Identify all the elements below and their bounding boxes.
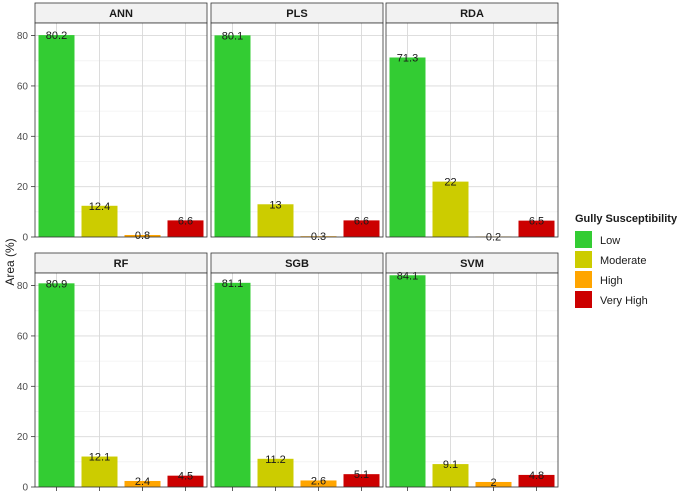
panel-ann: ANN 80.2 12.4 0.8 6.6 0 20 40 60 80: [17, 2, 208, 244]
panel-sgb: SGB 81.1 11.2 2.6 5.1: [210, 252, 384, 491]
panel-svm: SVM 84.1 9.1 2 4.8: [385, 252, 559, 491]
panel-title: SGB: [285, 258, 309, 270]
data-label: 2: [490, 477, 496, 489]
panel-border: [34, 272, 208, 488]
legend-swatch-low: [575, 231, 592, 248]
bar-svm-low: [389, 275, 426, 487]
data-label: 12.4: [89, 201, 110, 213]
panel-border: [385, 22, 559, 238]
data-label: 13: [269, 199, 281, 211]
y-tick-label: 40: [17, 382, 29, 393]
bar-rf-very-high: [167, 475, 204, 487]
y-tick-label: 80: [17, 281, 29, 292]
panel-title: PLS: [286, 8, 307, 20]
y-tick-label: 60: [17, 331, 29, 342]
legend-label: Low: [600, 235, 620, 247]
y-tick-label: 60: [17, 81, 29, 92]
y-tick-label: 20: [17, 182, 29, 193]
data-label: 2.4: [135, 476, 150, 488]
legend-label: Very High: [600, 295, 648, 307]
data-label: 5.1: [354, 469, 369, 481]
data-label: 4.8: [529, 470, 544, 482]
legend-label: High: [600, 275, 623, 287]
panel-title: RF: [114, 258, 129, 270]
panel-border: [210, 22, 384, 238]
chart-panels: ANN80.212.40.86.6020406080PLS80.1130.36.…: [17, 2, 559, 494]
y-tick-label: 80: [17, 31, 29, 42]
data-label: 6.6: [354, 215, 369, 227]
legend-title: Gully Susceptibility: [575, 213, 678, 225]
data-label: 0.2: [486, 231, 501, 243]
bar-rda-moderate: [432, 181, 469, 237]
bar-sgb-high: [300, 480, 337, 487]
bar-pls-moderate: [257, 204, 294, 237]
bar-rf-low: [38, 283, 75, 487]
bar-ann-moderate: [81, 205, 118, 237]
data-label: 12.1: [89, 452, 110, 464]
legend: Gully Susceptibility Low Moderate High Very …: [575, 213, 678, 308]
bar-sgb-low: [214, 282, 251, 487]
bar-pls-low: [214, 35, 251, 237]
bar-svm-very-high: [518, 474, 555, 487]
panel-rf: RF 80.9 12.1 2.4 4.5 0 20 40 60 80: [17, 252, 208, 494]
data-label: 4.5: [178, 471, 193, 483]
legend-swatch-very-high: [575, 291, 592, 308]
data-label: 80.9: [46, 278, 67, 290]
bar-svm-high: [475, 481, 512, 487]
panel-border: [34, 22, 208, 238]
panel-border: [210, 272, 384, 488]
data-label: 80.1: [222, 30, 243, 42]
data-label: 84.1: [397, 270, 418, 282]
panel-rda: RDA 71.3 22 0.2 6.5: [385, 2, 559, 243]
data-label: 11.2: [265, 454, 286, 466]
bar-ann-very-high: [167, 220, 204, 237]
data-label: 81.1: [222, 278, 243, 290]
bar-rf-high: [124, 480, 161, 487]
bar-sgb-very-high: [343, 474, 380, 487]
y-tick-label: 20: [17, 432, 29, 443]
data-label: 0.8: [135, 230, 150, 242]
panel-title: RDA: [460, 8, 484, 20]
bar-sgb-moderate: [257, 458, 294, 487]
legend-label: Moderate: [600, 255, 646, 267]
y-axis-title: Area (%): [3, 238, 17, 285]
bar-ann-high: [124, 234, 161, 237]
bar-svm-moderate: [432, 464, 469, 487]
data-label: 2.6: [311, 475, 326, 487]
bar-pls-very-high: [343, 220, 380, 237]
data-label: 80.2: [46, 30, 67, 42]
data-label: 6.5: [529, 216, 544, 228]
data-label: 71.3: [397, 52, 418, 64]
bar-rf-moderate: [81, 456, 118, 487]
data-label: 22: [444, 177, 456, 189]
panel-title: SVM: [460, 258, 484, 270]
bar-rda-very-high: [518, 220, 555, 237]
y-tick-label: 40: [17, 132, 29, 143]
y-tick-label: 0: [22, 483, 28, 494]
panel-border: [385, 272, 559, 488]
bar-rda-low: [389, 57, 426, 238]
data-label: 6.6: [178, 215, 193, 227]
panel-title: ANN: [109, 8, 133, 20]
legend-swatch-high: [575, 271, 592, 288]
bar-ann-low: [38, 35, 75, 238]
legend-swatch-moderate: [575, 251, 592, 268]
data-label: 9.1: [443, 459, 458, 471]
y-tick-label: 0: [22, 233, 28, 244]
